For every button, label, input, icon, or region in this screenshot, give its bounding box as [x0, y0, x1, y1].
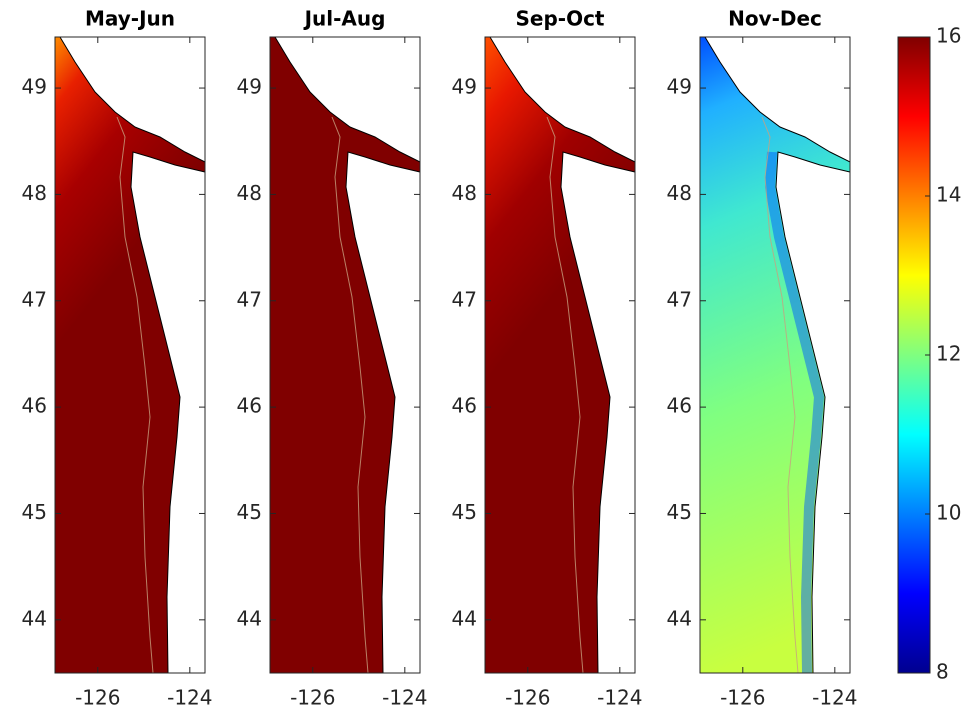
map-panel: Jul-Aug 44 45 46 47 48 49 -126 -124 — [237, 7, 428, 710]
x-tick-label: -124 — [382, 686, 427, 710]
y-tick-label: 45 — [22, 500, 47, 524]
y-tick-label: 49 — [667, 75, 692, 99]
y-tick-label: 49 — [237, 75, 262, 99]
isobath — [546, 116, 584, 674]
x-tick-label: -124 — [167, 686, 212, 710]
y-tick-label: 46 — [22, 394, 47, 418]
axes-frame — [54, 36, 206, 674]
isobath — [116, 116, 154, 674]
y-tick-label: 44 — [452, 606, 477, 630]
y-tick-label: 48 — [667, 181, 692, 205]
y-tick-label: 49 — [452, 75, 477, 99]
land — [345, 151, 421, 674]
y-tick-label: 47 — [22, 287, 47, 311]
panel-title: Nov-Dec — [728, 7, 822, 31]
y-tick-label: 47 — [667, 287, 692, 311]
y-tick-label: 44 — [667, 606, 692, 630]
y-tick-label: 46 — [452, 394, 477, 418]
colorbar-tick-label: 10 — [936, 501, 961, 525]
colorbar-tick-label: 16 — [936, 24, 961, 48]
land — [130, 151, 206, 674]
y-tick-label: 46 — [667, 394, 692, 418]
y-tick-label: 47 — [452, 287, 477, 311]
panel-title: Jul-Aug — [303, 7, 386, 31]
axes-frame — [269, 36, 421, 674]
panel-title: Sep-Oct — [515, 7, 604, 31]
isobath — [761, 116, 799, 674]
isobath — [331, 116, 369, 674]
colorbar-tick-label: 12 — [936, 342, 961, 366]
map-panel: Sep-Oct 44 45 46 47 48 49 -126 -124 — [452, 7, 643, 710]
y-tick-label: 48 — [452, 181, 477, 205]
axes-frame — [484, 36, 636, 674]
land — [560, 151, 636, 674]
colorbar-tick-label: 14 — [936, 183, 961, 207]
map-panel: Nov-Dec 44 45 46 47 48 49 -126 -124 — [667, 7, 858, 710]
x-tick-label: -126 — [75, 686, 120, 710]
coastal-band — [764, 151, 825, 674]
land — [775, 151, 851, 674]
y-tick-label: 45 — [667, 500, 692, 524]
y-tick-label: 49 — [22, 75, 47, 99]
y-tick-label: 48 — [22, 181, 47, 205]
y-tick-label: 48 — [237, 181, 262, 205]
colorbar-tick-label: 8 — [936, 660, 949, 684]
x-tick-label: -126 — [290, 686, 335, 710]
axes-frame — [699, 36, 851, 674]
x-tick-label: -126 — [505, 686, 550, 710]
y-tick-label: 46 — [237, 394, 262, 418]
x-tick-label: -126 — [720, 686, 765, 710]
y-tick-label: 44 — [237, 606, 262, 630]
y-tick-label: 47 — [237, 287, 262, 311]
map-panel: May-Jun 44 45 46 47 48 49 -126 -124 — [22, 7, 213, 710]
y-tick-label: 45 — [452, 500, 477, 524]
y-tick-label: 44 — [22, 606, 47, 630]
colorbar — [897, 36, 931, 674]
y-tick-label: 45 — [237, 500, 262, 524]
x-tick-label: -124 — [597, 686, 642, 710]
x-tick-label: -124 — [812, 686, 857, 710]
panel-title: May-Jun — [85, 7, 175, 31]
